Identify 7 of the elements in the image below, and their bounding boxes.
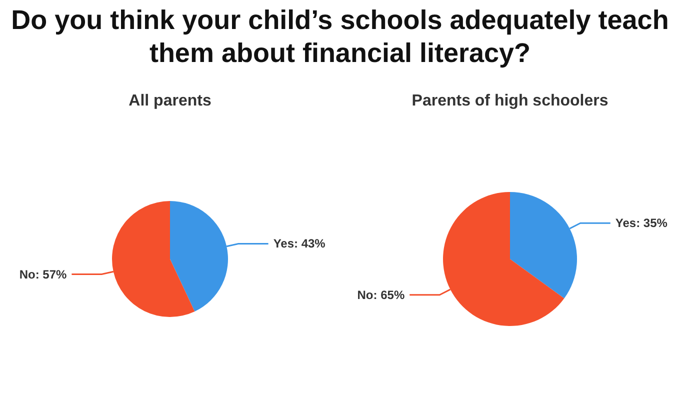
slice-label: No: 65% <box>357 288 405 302</box>
slice-label: Yes: 43% <box>273 236 326 251</box>
chart-title: Do you think your child’s schools adequately teach them about financial literacy? <box>10 4 670 70</box>
chart-subtitle: All parents <box>128 92 212 110</box>
slice-label: No: 57% <box>19 267 68 282</box>
slice-label: Yes: 35% <box>615 216 668 230</box>
chart-subtitle: Parents of high schoolers <box>412 92 608 110</box>
